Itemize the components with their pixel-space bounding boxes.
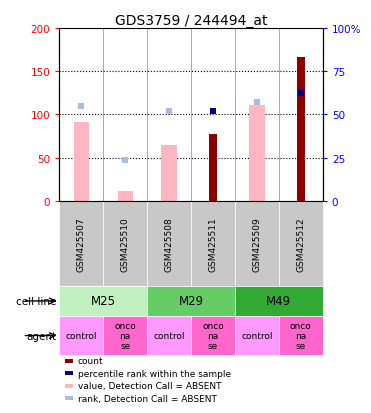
Bar [65,396,73,401]
Title: GDS3759 / 244494_at: GDS3759 / 244494_at [115,14,267,28]
Text: onco
na
se: onco na se [114,321,136,351]
Text: control: control [241,331,273,340]
Bar [65,372,73,375]
Text: GSM425510: GSM425510 [121,216,130,271]
Bar [65,384,73,388]
Text: percentile rank within the sample: percentile rank within the sample [78,369,231,378]
Bar [59,286,147,316]
Bar [209,135,217,202]
Bar [73,123,89,202]
Text: GSM425507: GSM425507 [77,216,86,271]
Bar [191,316,235,355]
Text: GSM425511: GSM425511 [209,216,217,271]
Bar [59,202,103,286]
Text: M29: M29 [178,295,204,308]
Bar [65,359,73,363]
Text: rank, Detection Call = ABSENT: rank, Detection Call = ABSENT [78,394,217,403]
Bar [279,202,323,286]
Bar [296,58,305,202]
Bar [235,286,323,316]
Bar [59,316,103,355]
Bar [147,316,191,355]
Text: control: control [66,331,97,340]
Text: count: count [78,357,104,366]
Bar [235,316,279,355]
Bar [249,106,265,202]
Text: cell line: cell line [16,296,57,306]
Bar [103,202,147,286]
Bar [161,145,177,202]
Text: agent: agent [27,331,57,341]
Text: value, Detection Call = ABSENT: value, Detection Call = ABSENT [78,382,221,391]
Text: GSM425509: GSM425509 [252,216,262,271]
Bar [191,202,235,286]
Text: onco
na
se: onco na se [290,321,312,351]
Bar [147,202,191,286]
Bar [235,202,279,286]
Text: M25: M25 [91,295,116,308]
Bar [279,316,323,355]
Bar [147,286,235,316]
Text: onco
na
se: onco na se [202,321,224,351]
Bar [103,316,147,355]
Text: control: control [153,331,185,340]
Text: M49: M49 [266,295,292,308]
Text: GSM425508: GSM425508 [165,216,174,271]
Text: GSM425512: GSM425512 [296,216,305,271]
Bar [118,192,133,202]
